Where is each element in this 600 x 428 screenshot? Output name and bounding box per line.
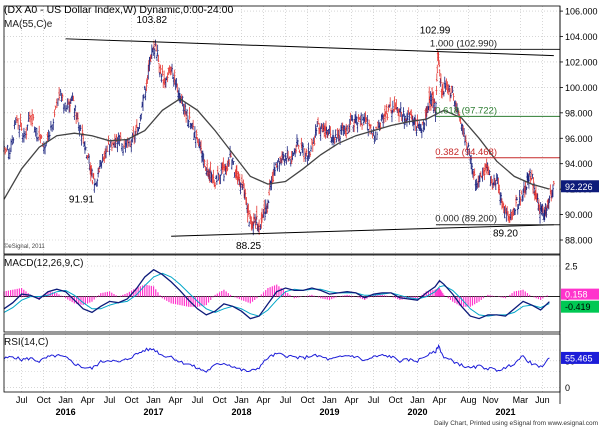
x-month-label: Oct (125, 395, 140, 405)
macd-grid (4, 255, 560, 332)
macd-panel-frame (3, 254, 561, 333)
x-month-label: Jul (16, 395, 28, 405)
macd-line (3, 268, 550, 320)
price-annotation: 88.25 (236, 241, 261, 252)
last-price-value: 92.226 (565, 182, 593, 192)
trendline (65, 38, 554, 57)
x-month-label: Jan (58, 395, 73, 405)
x-month-label: Apr (169, 395, 183, 405)
fib-level-label: 0.382 (94.468) (435, 147, 497, 158)
y-tick-label: 98.000 (565, 108, 593, 118)
x-month-label: Oct (388, 395, 403, 405)
x-month-label: Oct (37, 395, 52, 405)
footer-note: Daily Chart, Printed using eSignal from … (434, 420, 598, 427)
macd-label: MACD(12,26,9,C) (4, 258, 83, 269)
rsi-value-tag (561, 351, 599, 364)
y-tick-label: 88.000 (565, 236, 593, 246)
price-annotation: 91.91 (69, 194, 94, 205)
fib-level-label: 0.000 (89.200) (435, 214, 497, 225)
x-month-label: Jul (368, 395, 380, 405)
x-month-label: Nov (482, 395, 499, 405)
y-tick-label: 96.000 (565, 134, 593, 144)
ma-label: MA(55,C)e (4, 19, 53, 30)
y-tick-label: 106.000 (565, 7, 598, 17)
x-year-label: 2017 (144, 407, 164, 417)
x-year-label: 2021 (495, 407, 515, 417)
x-month-label: Oct (301, 395, 316, 405)
price-panel: 1.000 (102.990) 0.618 (97.722) 0.382 (94.4… (3, 15, 560, 252)
rsi-line (3, 343, 550, 373)
x-month-label: Oct (213, 395, 228, 405)
y-tick-label: 100.000 (565, 83, 598, 93)
price-annotation: 89.20 (493, 229, 518, 240)
x-month-label: Jan (410, 395, 425, 405)
y-tick-label: 94.000 (565, 159, 593, 169)
x-month-label: Jul (192, 395, 204, 405)
x-month-label: Jun (535, 395, 550, 405)
x-month-label: Apr (257, 395, 271, 405)
x-year-label: 2018 (232, 407, 252, 417)
x-month-label: Mar (513, 395, 529, 405)
macd-hist-tag (561, 288, 599, 300)
x-year-label: 2019 (319, 407, 339, 417)
x-month-label: Jan (234, 395, 249, 405)
last-price-tag (561, 180, 599, 193)
price-annotation: 102.99 (420, 25, 451, 36)
rsi-panel (3, 343, 550, 373)
x-year-label: 2020 (407, 407, 427, 417)
fib-level-label: 1.000 (102.990) (430, 38, 497, 49)
x-month-label: Jan (322, 395, 337, 405)
y-tick-label: 104.000 (565, 32, 598, 42)
rsi-label: RSI(14,C) (4, 337, 48, 348)
x-month-label: Jul (104, 395, 116, 405)
macd-tick-label: 2.5 (565, 262, 578, 272)
chart-text: (DX A0 - US Dollar Index,W) Dynamic,0:00… (4, 4, 598, 427)
x-year-label: 2016 (56, 407, 76, 417)
x-month-label: Aug (460, 395, 476, 405)
x-month-label: Apr (432, 395, 446, 405)
fib-level-label: 0.618 (97.722) (435, 105, 497, 116)
x-month-label: Apr (344, 395, 358, 405)
macd-hist-value: 0.158 (565, 290, 588, 300)
watermark: ©eSignal, 2011 (4, 243, 45, 250)
x-month-label: Jan (146, 395, 161, 405)
rsi-value: 55.465 (565, 353, 593, 363)
macd-panel (3, 268, 550, 320)
x-month-label: Jul (280, 395, 292, 405)
price-annotation: 103.82 (137, 15, 168, 26)
rsi-panel-frame (3, 333, 561, 393)
rsi-grid (4, 334, 560, 392)
y-tick-label: 102.000 (565, 57, 598, 67)
x-month-label: Apr (81, 395, 95, 405)
chart-title: (DX A0 - US Dollar Index,W) Dynamic,0:00… (4, 4, 233, 16)
chart-axes: Jul Oct Jan Apr Jul Oct Jan Apr Jul Oct Jan Apr Jul O… (3, 5, 599, 417)
macd-value: -0.419 (565, 302, 591, 312)
macd-value-tag (561, 300, 599, 313)
rsi-tick-label: 0 (565, 383, 570, 393)
trendline (171, 224, 554, 237)
y-tick-label: 90.000 (565, 210, 593, 220)
